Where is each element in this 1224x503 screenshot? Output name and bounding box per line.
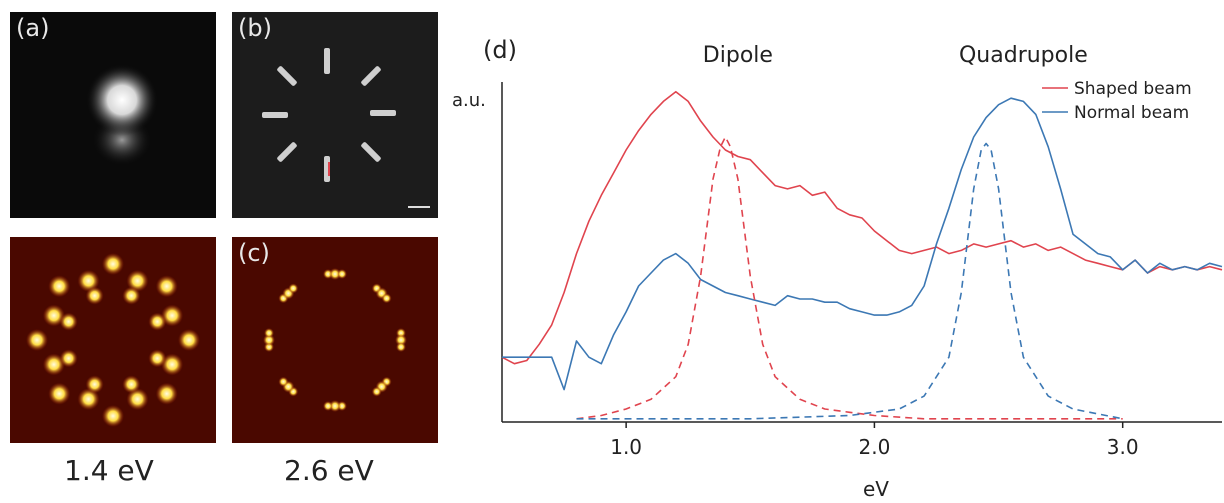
panel-c-label: (c) <box>238 239 270 267</box>
heat-spot-outer <box>126 269 149 292</box>
y-axis-label: a.u. <box>452 90 486 111</box>
panel-b-bars <box>262 48 430 208</box>
heatmap-1p4ev-spots <box>26 253 200 427</box>
heatmap-1p4ev <box>10 237 216 443</box>
heat-spot-inner <box>122 375 141 394</box>
panel-d-label: (d) <box>483 36 517 64</box>
legend-label: Normal beam <box>1074 103 1189 123</box>
heat-spot-quadrupole <box>381 293 392 304</box>
heat-spot-outer <box>161 304 184 327</box>
series-line-normal-beam <box>502 97 1223 391</box>
heat-spot-inner <box>148 349 167 368</box>
heat-spot-outer <box>102 253 124 275</box>
panel-a-blob <box>86 64 158 166</box>
heat-spot-outer <box>42 353 65 376</box>
panel-b-label: (b) <box>238 14 272 42</box>
heat-spot-outer <box>48 382 71 405</box>
panel-a-label: (a) <box>16 14 50 42</box>
panel-c-heatmap-2p6ev: (c) <box>232 237 438 443</box>
energy-label-2p6: 2.6 eV <box>284 454 374 487</box>
heat-spot-outer <box>155 382 178 405</box>
heat-spot-quadrupole <box>288 283 299 294</box>
heat-spot-outer <box>42 304 65 327</box>
series-line-quadrupole-fit <box>576 142 1123 420</box>
heat-spot-quadrupole <box>337 269 347 279</box>
peak-annotation: Dipole <box>703 43 773 68</box>
heat-spot-inner <box>59 349 78 368</box>
heatmap-2p6ev-spots <box>263 268 407 412</box>
heat-spot-quadrupole <box>396 342 406 352</box>
heat-spot-quadrupole <box>371 386 382 397</box>
energy-label-1p4: 1.4 eV <box>64 454 154 487</box>
x-axis-label: eV <box>863 477 889 501</box>
heat-spot-outer <box>48 275 71 298</box>
x-tick-label: 2.0 <box>859 435 891 459</box>
peak-annotation: Quadrupole <box>959 43 1088 68</box>
heat-spot-quadrupole <box>323 401 333 411</box>
heat-spot-quadrupole <box>264 328 274 338</box>
heat-spot-outer <box>155 275 178 298</box>
series-line-shaped-beam <box>501 90 1223 365</box>
heat-spot-outer <box>178 329 200 351</box>
heat-spot-outer <box>126 388 149 411</box>
heat-spot-quadrupole <box>278 376 289 387</box>
panel-b-image: (b) <box>232 12 438 218</box>
heat-spot-outer <box>161 353 184 376</box>
heat-spot-outer <box>77 269 100 292</box>
x-tick-label: 3.0 <box>1107 435 1139 459</box>
legend-label: Shaped beam <box>1074 79 1192 99</box>
heat-spot-outer <box>26 329 48 351</box>
heat-spot-inner <box>59 312 78 331</box>
heat-spot-inner <box>85 286 104 305</box>
heat-spot-inner <box>148 312 167 331</box>
heat-spot-inner <box>85 375 104 394</box>
heat-spot-outer <box>102 405 124 427</box>
heat-spot-outer <box>77 388 100 411</box>
series-line-dipole-fit <box>576 136 1123 420</box>
heat-spot-inner <box>122 286 141 305</box>
x-tick-label: 1.0 <box>610 435 642 459</box>
panel-a-image: (a) <box>10 12 216 218</box>
